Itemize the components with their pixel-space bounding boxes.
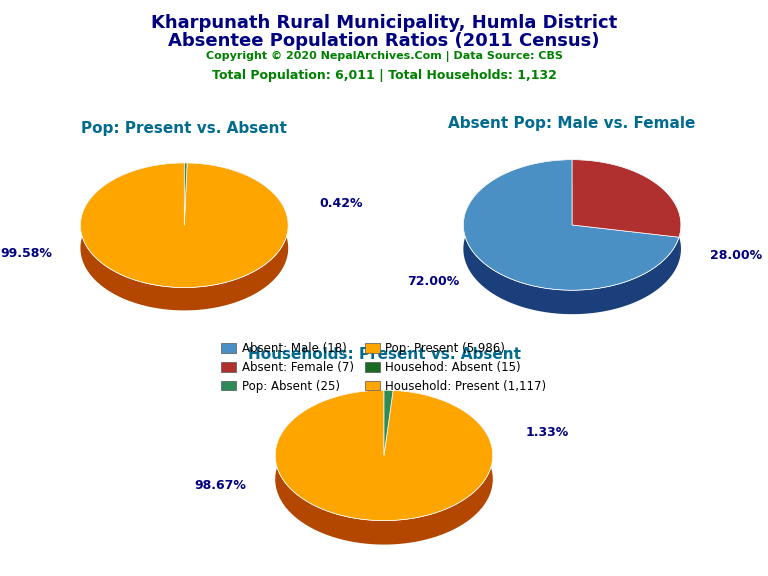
Polygon shape: [81, 163, 288, 310]
Text: 98.67%: 98.67%: [194, 479, 246, 492]
Title: Pop: Present vs. Absent: Pop: Present vs. Absent: [81, 121, 287, 136]
Text: 28.00%: 28.00%: [710, 249, 763, 262]
Text: Copyright © 2020 NepalArchives.Com | Data Source: CBS: Copyright © 2020 NepalArchives.Com | Dat…: [206, 51, 562, 62]
Legend: Absent: Male (18), Absent: Female (7), Pop: Absent (25), Pop: Present (5,986), H: Absent: Male (18), Absent: Female (7), P…: [217, 337, 551, 397]
Polygon shape: [463, 160, 679, 290]
Polygon shape: [81, 163, 288, 287]
Polygon shape: [384, 390, 393, 414]
Text: 0.42%: 0.42%: [319, 197, 363, 210]
Title: Households: Present vs. Absent: Households: Present vs. Absent: [247, 347, 521, 362]
Text: 1.33%: 1.33%: [526, 426, 569, 439]
Polygon shape: [384, 390, 393, 456]
Text: Absentee Population Ratios (2011 Census): Absentee Population Ratios (2011 Census): [168, 32, 600, 50]
Text: 99.58%: 99.58%: [1, 248, 52, 260]
Polygon shape: [572, 160, 681, 237]
Polygon shape: [184, 163, 187, 225]
Polygon shape: [275, 390, 493, 544]
Text: Total Population: 6,011 | Total Households: 1,132: Total Population: 6,011 | Total Househol…: [211, 69, 557, 82]
Text: 72.00%: 72.00%: [407, 275, 459, 288]
Title: Absent Pop: Male vs. Female: Absent Pop: Male vs. Female: [449, 116, 696, 131]
Polygon shape: [184, 163, 187, 185]
Polygon shape: [275, 390, 493, 521]
Polygon shape: [572, 160, 681, 261]
Text: Kharpunath Rural Municipality, Humla District: Kharpunath Rural Municipality, Humla Dis…: [151, 14, 617, 32]
Polygon shape: [463, 160, 679, 314]
